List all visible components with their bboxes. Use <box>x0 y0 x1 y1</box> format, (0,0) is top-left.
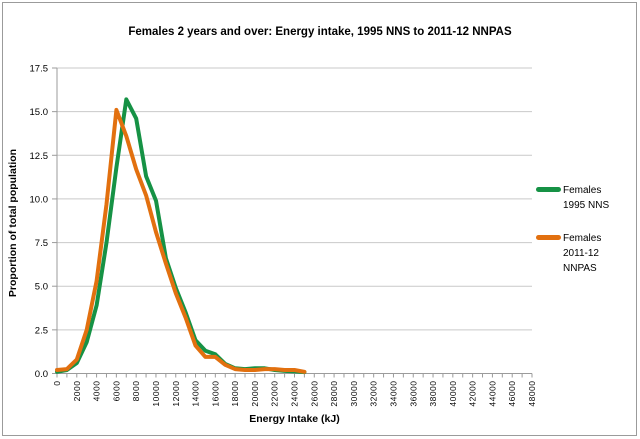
x-tick-label: 8000 <box>131 381 141 402</box>
legend-label-line: NNPAS <box>563 263 597 274</box>
y-tick-label: 5.0 <box>35 282 48 293</box>
legend-label-line: Females <box>563 185 602 196</box>
legend-item-females-1995-nns: Females 1995 NNS <box>536 183 609 213</box>
x-tick-label: 32000 <box>369 381 379 407</box>
x-tick-label: 44000 <box>487 381 497 407</box>
y-tick-label: 10.0 <box>30 194 49 205</box>
legend-label-line: 2011-12 <box>563 248 599 259</box>
y-tick-label: 12.5 <box>30 151 49 162</box>
x-tick-label: 22000 <box>270 381 280 407</box>
x-tick-label: 36000 <box>408 381 418 407</box>
x-tick-label: 38000 <box>428 381 438 407</box>
x-tick-label: 46000 <box>507 381 517 407</box>
x-axis-title: Energy Intake (kJ) <box>249 413 340 425</box>
x-tick-label: 34000 <box>388 381 398 407</box>
y-tick-label: 15.0 <box>30 107 49 118</box>
x-tick-label: 10000 <box>151 381 161 407</box>
x-axis-tick-labels: 0 2000 4000 6000 8000 10000 12000 14000 16000 180… <box>52 381 537 407</box>
x-tick-label: 28000 <box>329 381 339 407</box>
x-tick-label: 26000 <box>309 381 319 407</box>
x-tick-label: 14000 <box>191 381 201 407</box>
x-tick-label: 40000 <box>448 381 458 407</box>
data-series <box>55 97 307 375</box>
y-tick-label: 0.0 <box>35 369 48 380</box>
legend-item-females-2011-12-nnpas: Females 2011-12 NNPAS <box>536 231 601 276</box>
y-tick-label: 17.5 <box>30 64 49 75</box>
y-axis-tick-labels: 0.0 2.5 5.0 7.5 10.0 12.5 15.0 17.5 <box>30 64 49 381</box>
legend-label-line: Females <box>563 233 602 244</box>
series-line-2011-12-nnpas <box>55 107 307 374</box>
gridlines <box>57 67 532 331</box>
legend-label-line: 1995 NNS <box>563 200 610 211</box>
x-tick-label: 0 <box>52 381 62 386</box>
axes <box>52 67 533 378</box>
x-tick-label: 2000 <box>72 381 82 402</box>
legend-line-swatch-1995-nns <box>536 187 561 192</box>
x-tick-label: 16000 <box>210 381 220 407</box>
chart-title: Females 2 years and over: Energy intake,… <box>128 26 512 38</box>
x-tick-label: 48000 <box>527 381 537 407</box>
x-tick-label: 4000 <box>92 381 102 402</box>
y-tick-label: 2.5 <box>35 325 48 336</box>
x-tick-label: 20000 <box>250 381 260 407</box>
x-tick-label: 24000 <box>290 381 300 407</box>
x-tick-label: 12000 <box>171 381 181 407</box>
series-line-1995-nns <box>55 97 307 375</box>
y-tick-label: 7.5 <box>35 238 48 249</box>
x-tick-label: 6000 <box>111 381 121 402</box>
x-tick-label: 30000 <box>349 381 359 407</box>
legend-line-swatch-2011-12-nnpas <box>536 235 561 240</box>
x-tick-label: 42000 <box>468 381 478 407</box>
x-tick-label: 18000 <box>230 381 240 407</box>
